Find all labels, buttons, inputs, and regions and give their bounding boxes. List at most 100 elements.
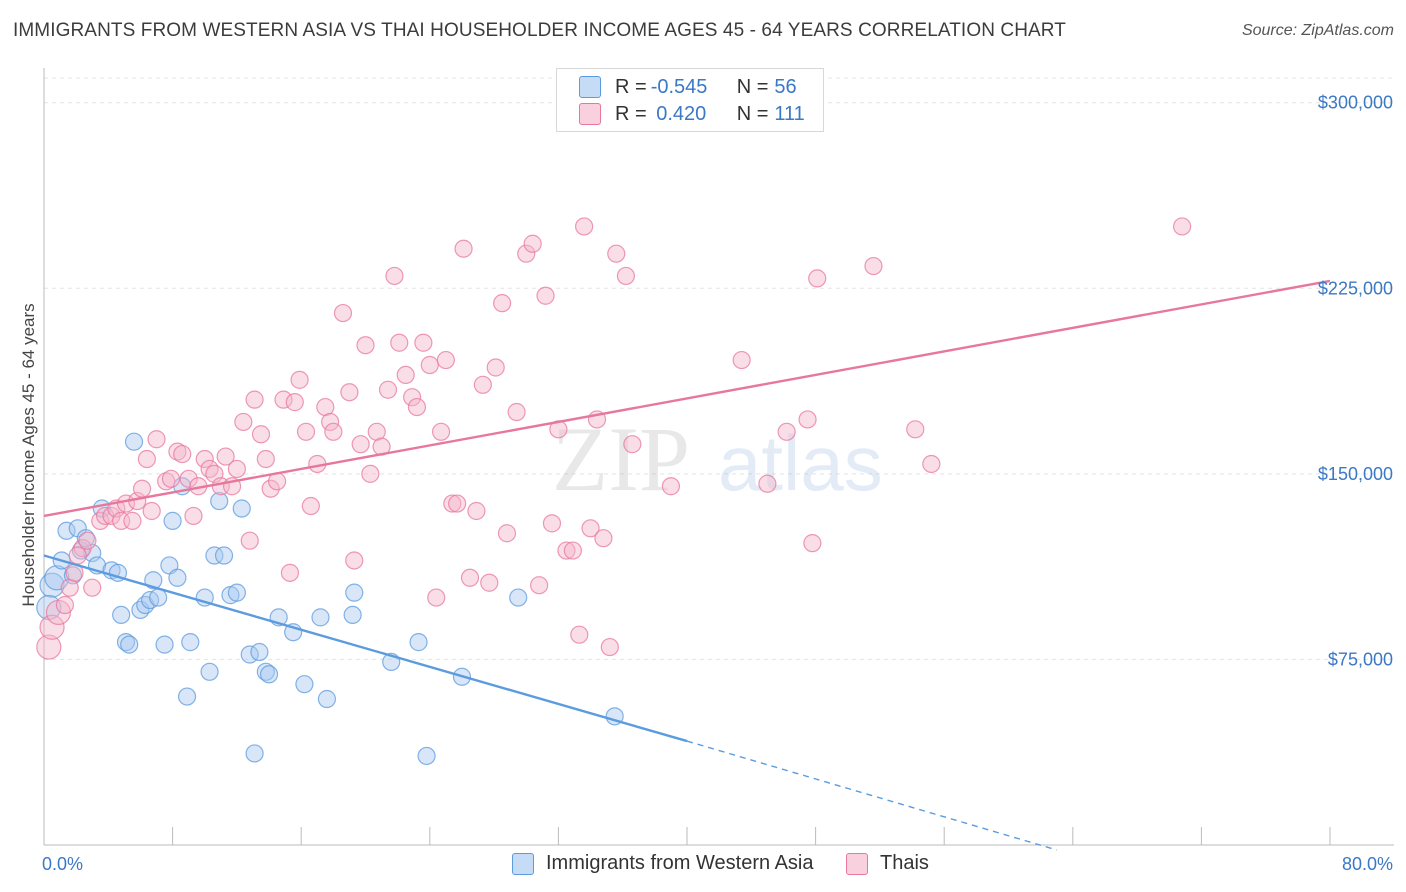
series-legend-western-asia: Immigrants from Western Asia [512, 852, 813, 875]
legend-n-value: 111 [774, 102, 805, 125]
data-point-western-asia [57, 521, 76, 540]
data-point-thais [173, 444, 192, 464]
data-point-western-asia [116, 633, 136, 652]
data-point-western-asia [227, 583, 246, 602]
data-point-thais [333, 303, 353, 323]
data-point-thais [557, 541, 576, 560]
data-point-thais [78, 531, 97, 550]
data-point-thais [542, 514, 562, 533]
data-point-thais [274, 390, 293, 409]
data-point-thais [732, 350, 751, 370]
data-point-western-asia [155, 635, 174, 654]
data-point-thais [227, 459, 246, 479]
data-point-thais [321, 412, 340, 432]
data-point-thais [536, 286, 555, 305]
data-point-thais [240, 531, 259, 550]
data-point-thais [251, 425, 271, 444]
source-label: Source: ZipAtlas.com [1241, 22, 1394, 39]
data-point-thais [234, 412, 253, 432]
series-swatch-western-asia [512, 852, 534, 875]
data-point-thais [296, 422, 316, 441]
legend-n-label: N = [736, 75, 769, 98]
data-point-thais [142, 501, 161, 521]
legend-r-label: R = [615, 102, 647, 125]
data-point-thais [808, 269, 827, 288]
data-point-thais [600, 637, 619, 657]
data-point-thais [493, 294, 512, 313]
legend-r-value: -0.545 [650, 75, 708, 98]
data-point-western-asia [177, 687, 197, 706]
legend-row-thais: R = 0.420 N = 111 [579, 102, 805, 126]
data-point-thais [798, 410, 817, 429]
grid-lines [44, 77, 1394, 660]
data-point-western-asia [39, 572, 65, 598]
data-point-thais [1173, 217, 1192, 236]
data-point-thais [195, 449, 214, 469]
legend-swatch-thais [579, 103, 601, 125]
correlation-legend: R = -0.545 N = 56 R = 0.420 N = 111 [556, 68, 824, 132]
data-point-thais [390, 333, 409, 352]
data-points [36, 217, 1192, 766]
legend-swatch-western-asia [579, 76, 601, 98]
data-point-thais [157, 472, 176, 491]
data-point-western-asia [311, 608, 330, 627]
data-point-western-asia [214, 546, 234, 565]
data-point-thais [301, 496, 320, 516]
trend-line-thais [43, 279, 1331, 518]
y-tick-label: $75,000 [1328, 649, 1393, 669]
data-point-western-asia [245, 744, 264, 763]
data-point-thais [290, 370, 309, 389]
data-point-thais [351, 435, 370, 454]
data-point-thais [340, 383, 359, 402]
data-point-thais [467, 501, 486, 521]
series-legend-thais: Thais [846, 852, 929, 875]
data-point-thais [803, 534, 822, 553]
data-point-thais [55, 595, 74, 615]
data-point-thais [427, 588, 446, 607]
data-point-thais [396, 365, 415, 385]
axes [43, 68, 1394, 846]
trend-line-extension-western-asia [686, 740, 1057, 851]
data-point-thais [480, 573, 499, 592]
data-point-thais [420, 355, 439, 375]
data-point-thais [454, 239, 473, 258]
data-point-thais [385, 266, 404, 286]
x-tick-label: 80.0% [1342, 854, 1393, 874]
y-tick-label: $150,000 [1318, 464, 1393, 484]
data-point-thais [497, 524, 517, 543]
data-point-thais [45, 599, 72, 626]
data-point-thais [486, 358, 505, 377]
legend-r-label: R = [615, 75, 647, 98]
x-tick-label: 0.0% [42, 854, 83, 874]
data-point-western-asia [200, 662, 219, 681]
data-point-western-asia [417, 746, 436, 766]
legend-n-label: N = [736, 102, 769, 125]
y-axis-label: Householder Income Ages 45 - 64 years [19, 303, 38, 606]
data-point-western-asia [181, 633, 200, 652]
data-point-thais [147, 430, 166, 449]
data-point-thais [530, 576, 549, 595]
data-point-thais [407, 397, 427, 417]
data-point-thais [356, 336, 375, 355]
data-point-western-asia [205, 546, 224, 565]
data-point-western-asia [250, 642, 269, 662]
data-point-thais [623, 435, 642, 454]
data-point-thais [324, 422, 343, 441]
data-point-thais [581, 519, 600, 538]
data-point-thais [436, 350, 455, 370]
watermark-zip: ZIP [552, 408, 690, 510]
data-point-western-asia [232, 499, 251, 518]
legend-n-value: 56 [774, 75, 797, 98]
data-point-western-asia [149, 588, 168, 607]
data-point-thais [443, 494, 462, 513]
data-point-western-asia [509, 588, 528, 607]
data-point-thais [517, 244, 536, 263]
data-point-thais [414, 333, 433, 352]
data-point-thais [758, 474, 777, 493]
data-point-thais [280, 563, 300, 582]
data-point-thais [168, 442, 187, 461]
series-label-western-asia: Immigrants from Western Asia [546, 852, 814, 874]
data-point-thais [285, 393, 304, 412]
data-point-thais [507, 402, 526, 422]
data-point-thais [36, 634, 62, 660]
